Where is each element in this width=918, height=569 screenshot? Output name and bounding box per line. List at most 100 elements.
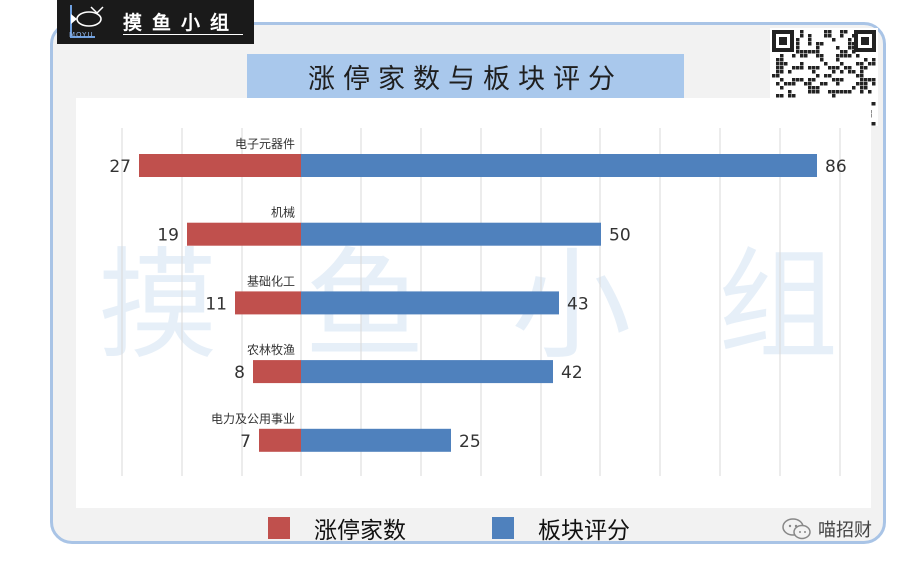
qr-module <box>860 86 864 90</box>
bar-score <box>301 428 451 452</box>
qr-module <box>828 90 832 94</box>
qr-module <box>872 62 876 66</box>
qr-module <box>836 54 840 58</box>
qr-module <box>812 78 816 82</box>
qr-module <box>840 34 844 38</box>
qr-module <box>780 54 784 58</box>
qr-module <box>824 30 828 34</box>
qr-module <box>848 54 852 58</box>
qr-module <box>780 66 784 70</box>
qr-module <box>808 50 812 54</box>
source-label: 喵招财 <box>818 520 872 541</box>
qr-module <box>808 82 812 86</box>
qr-module <box>836 58 840 62</box>
qr-module <box>844 66 848 70</box>
qr-module <box>816 74 820 78</box>
qr-module <box>784 62 788 66</box>
qr-module <box>788 82 792 86</box>
chart-title: 涨停家数与板块评分 <box>308 64 623 95</box>
qr-module <box>816 50 820 54</box>
data-label-score: 42 <box>561 363 583 383</box>
qr-module <box>836 46 840 50</box>
qr-module <box>808 34 812 38</box>
qr-module <box>872 82 876 86</box>
bar-limit-up <box>187 222 301 246</box>
bar-score <box>301 360 553 384</box>
qr-module <box>824 34 828 38</box>
data-label-score: 43 <box>567 294 589 314</box>
qr-module <box>852 42 856 46</box>
qr-module <box>840 78 844 82</box>
qr-module <box>836 82 840 86</box>
qr-module <box>820 82 824 86</box>
qr-module <box>832 90 836 94</box>
qr-module <box>812 70 816 74</box>
qr-module <box>840 90 844 94</box>
qr-module <box>860 74 864 78</box>
category-label: 电力及公用事业 <box>211 412 295 426</box>
qr-module <box>848 66 852 70</box>
data-label-limit-up: 11 <box>205 294 227 314</box>
logo-divider <box>123 34 243 35</box>
qr-module <box>868 78 872 82</box>
qr-module <box>848 42 852 46</box>
qr-module <box>808 78 812 82</box>
qr-module <box>856 54 860 58</box>
qr-module <box>780 70 784 74</box>
qr-module <box>812 90 816 94</box>
qr-module <box>848 46 852 50</box>
qr-module <box>780 62 784 66</box>
legend: 涨停家数 板块评分 <box>268 513 716 544</box>
qr-module <box>820 58 824 62</box>
title-banner: 涨停家数与板块评分 <box>247 54 684 99</box>
qr-module <box>852 34 856 38</box>
qr-module <box>800 54 804 58</box>
qr-module <box>820 54 824 58</box>
qr-module <box>808 66 812 70</box>
watermark-char: 组 <box>717 237 838 376</box>
qr-module <box>872 78 876 82</box>
data-label-limit-up: 7 <box>240 432 251 452</box>
qr-module <box>796 42 800 46</box>
qr-module <box>868 90 872 94</box>
qr-module <box>776 66 780 70</box>
legend-label: 板块评分 <box>538 518 630 544</box>
qr-module <box>868 62 872 66</box>
qr-module <box>816 46 820 50</box>
logo: MOYU 摸鱼小组 <box>57 0 254 44</box>
qr-module <box>792 94 796 98</box>
qr-module <box>864 78 868 82</box>
qr-module <box>800 66 804 70</box>
qr-module <box>856 62 860 66</box>
qr-module <box>824 62 828 66</box>
qr-module <box>848 70 852 74</box>
qr-module <box>844 54 848 58</box>
data-label-score: 50 <box>609 226 631 246</box>
qr-module <box>816 90 820 94</box>
qr-module <box>784 82 788 86</box>
qr-module <box>860 70 864 74</box>
qr-module <box>812 66 816 70</box>
legend-swatch <box>268 517 290 539</box>
bar-score <box>301 291 559 315</box>
qr-module <box>872 58 876 62</box>
qr-module <box>816 66 820 70</box>
qr-module <box>804 54 808 58</box>
legend-label: 涨停家数 <box>314 518 406 544</box>
qr-module <box>792 54 796 58</box>
qr-module <box>808 38 812 42</box>
bar-limit-up <box>259 428 301 452</box>
qr-module <box>796 66 800 70</box>
qr-module <box>844 50 848 54</box>
category-label: 农林牧渔 <box>247 343 295 357</box>
qr-module <box>800 78 804 82</box>
qr-module <box>852 70 856 74</box>
qr-module <box>832 38 836 42</box>
qr-module <box>780 94 784 98</box>
category-label: 基础化工 <box>247 274 295 288</box>
qr-module <box>800 62 804 66</box>
qr-module <box>796 78 800 82</box>
qr-module <box>824 82 828 86</box>
qr-module <box>832 70 836 74</box>
qr-module <box>860 78 864 82</box>
